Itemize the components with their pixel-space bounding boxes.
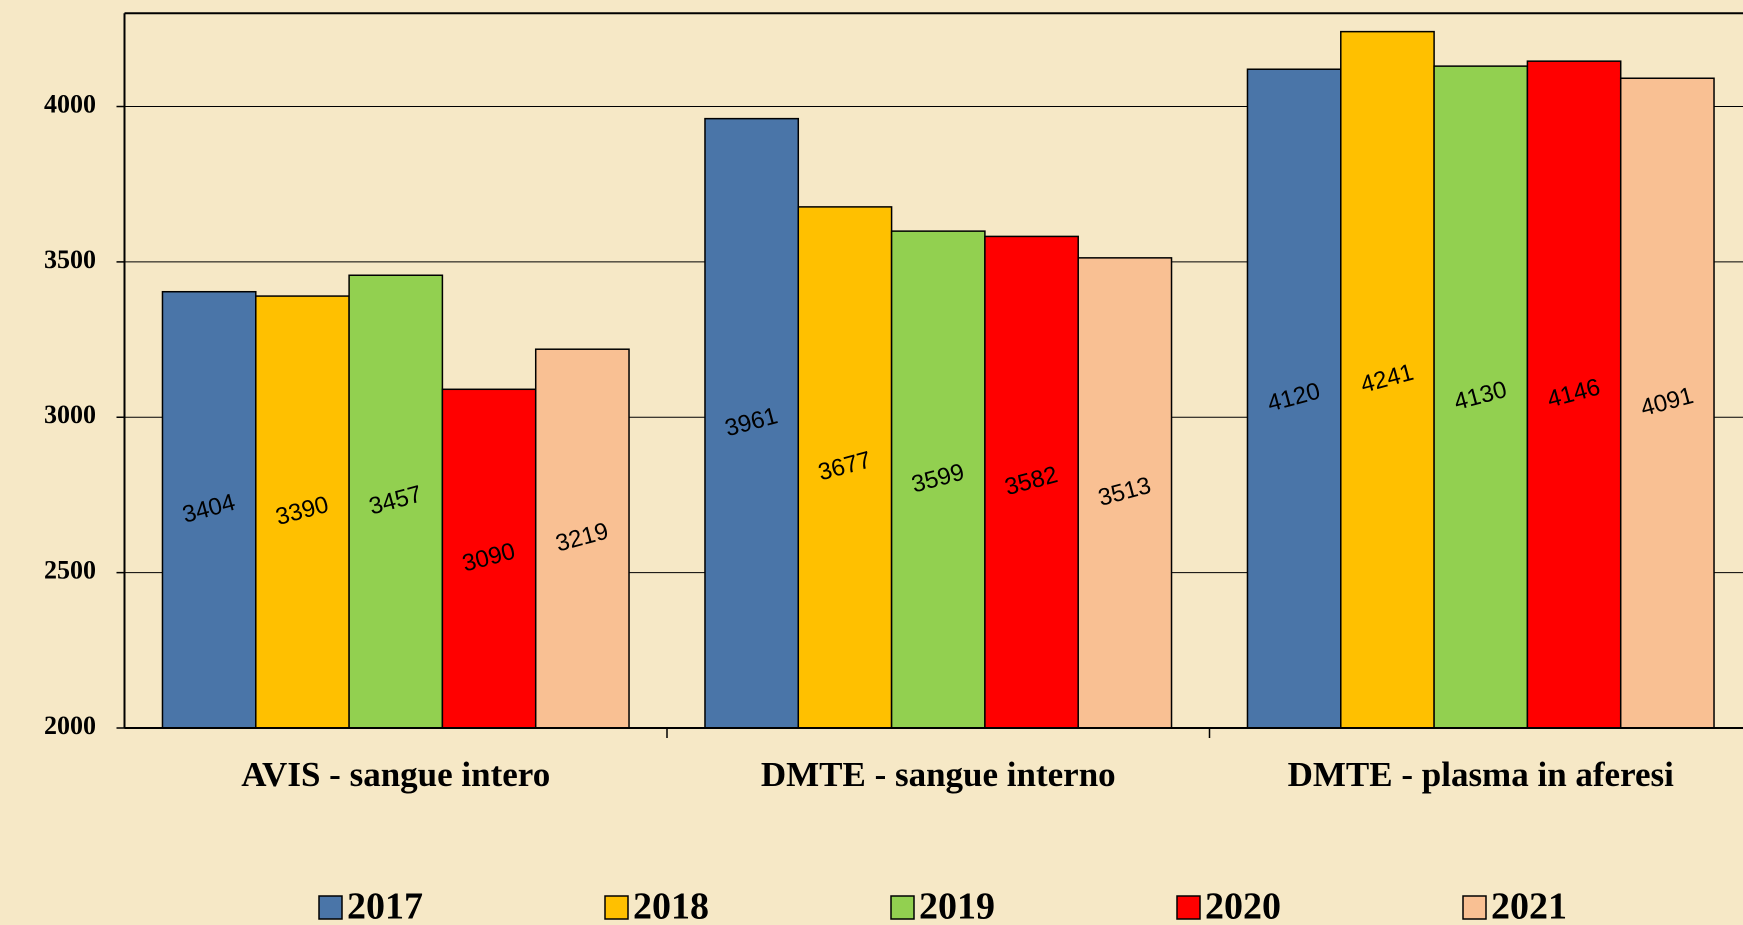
x-tick-label: AVIS - sangue intero: [241, 755, 550, 794]
bar: [1433, 65, 1529, 729]
legend-swatch: [1462, 895, 1487, 920]
bar: [1340, 30, 1435, 729]
bar: [797, 206, 893, 729]
bar: [1246, 68, 1342, 729]
y-tick-label: 2500: [44, 556, 96, 585]
legend-swatch: [1176, 895, 1201, 920]
x-tick-label: DMTE - plasma in aferesi: [1288, 755, 1675, 794]
legend-label: 2021: [1491, 886, 1567, 925]
x-tick-label: DMTE - sangue interno: [761, 755, 1116, 794]
legend-label: 2017: [347, 886, 423, 925]
bar: [255, 295, 350, 729]
bar: [984, 235, 1079, 729]
y-tick-label: 3000: [44, 400, 96, 429]
legend-label: 2020: [1205, 886, 1281, 925]
bar: [161, 290, 257, 729]
legend-label: 2018: [633, 886, 709, 925]
legend-swatch: [318, 895, 343, 920]
y-tick-label: 4000: [44, 89, 96, 118]
y-tick-label: 3500: [44, 245, 96, 274]
bar: [1619, 77, 1715, 729]
bar: [534, 348, 630, 729]
bar: [441, 388, 537, 729]
bar: [1526, 60, 1622, 729]
bar: [1077, 257, 1173, 729]
bar: [704, 117, 800, 729]
legend-swatch: [890, 895, 915, 920]
legend-swatch: [604, 895, 629, 920]
y-tick-label: 2000: [44, 711, 96, 740]
bar: [348, 274, 444, 729]
legend-label: 2019: [919, 886, 995, 925]
bar: [890, 230, 986, 729]
